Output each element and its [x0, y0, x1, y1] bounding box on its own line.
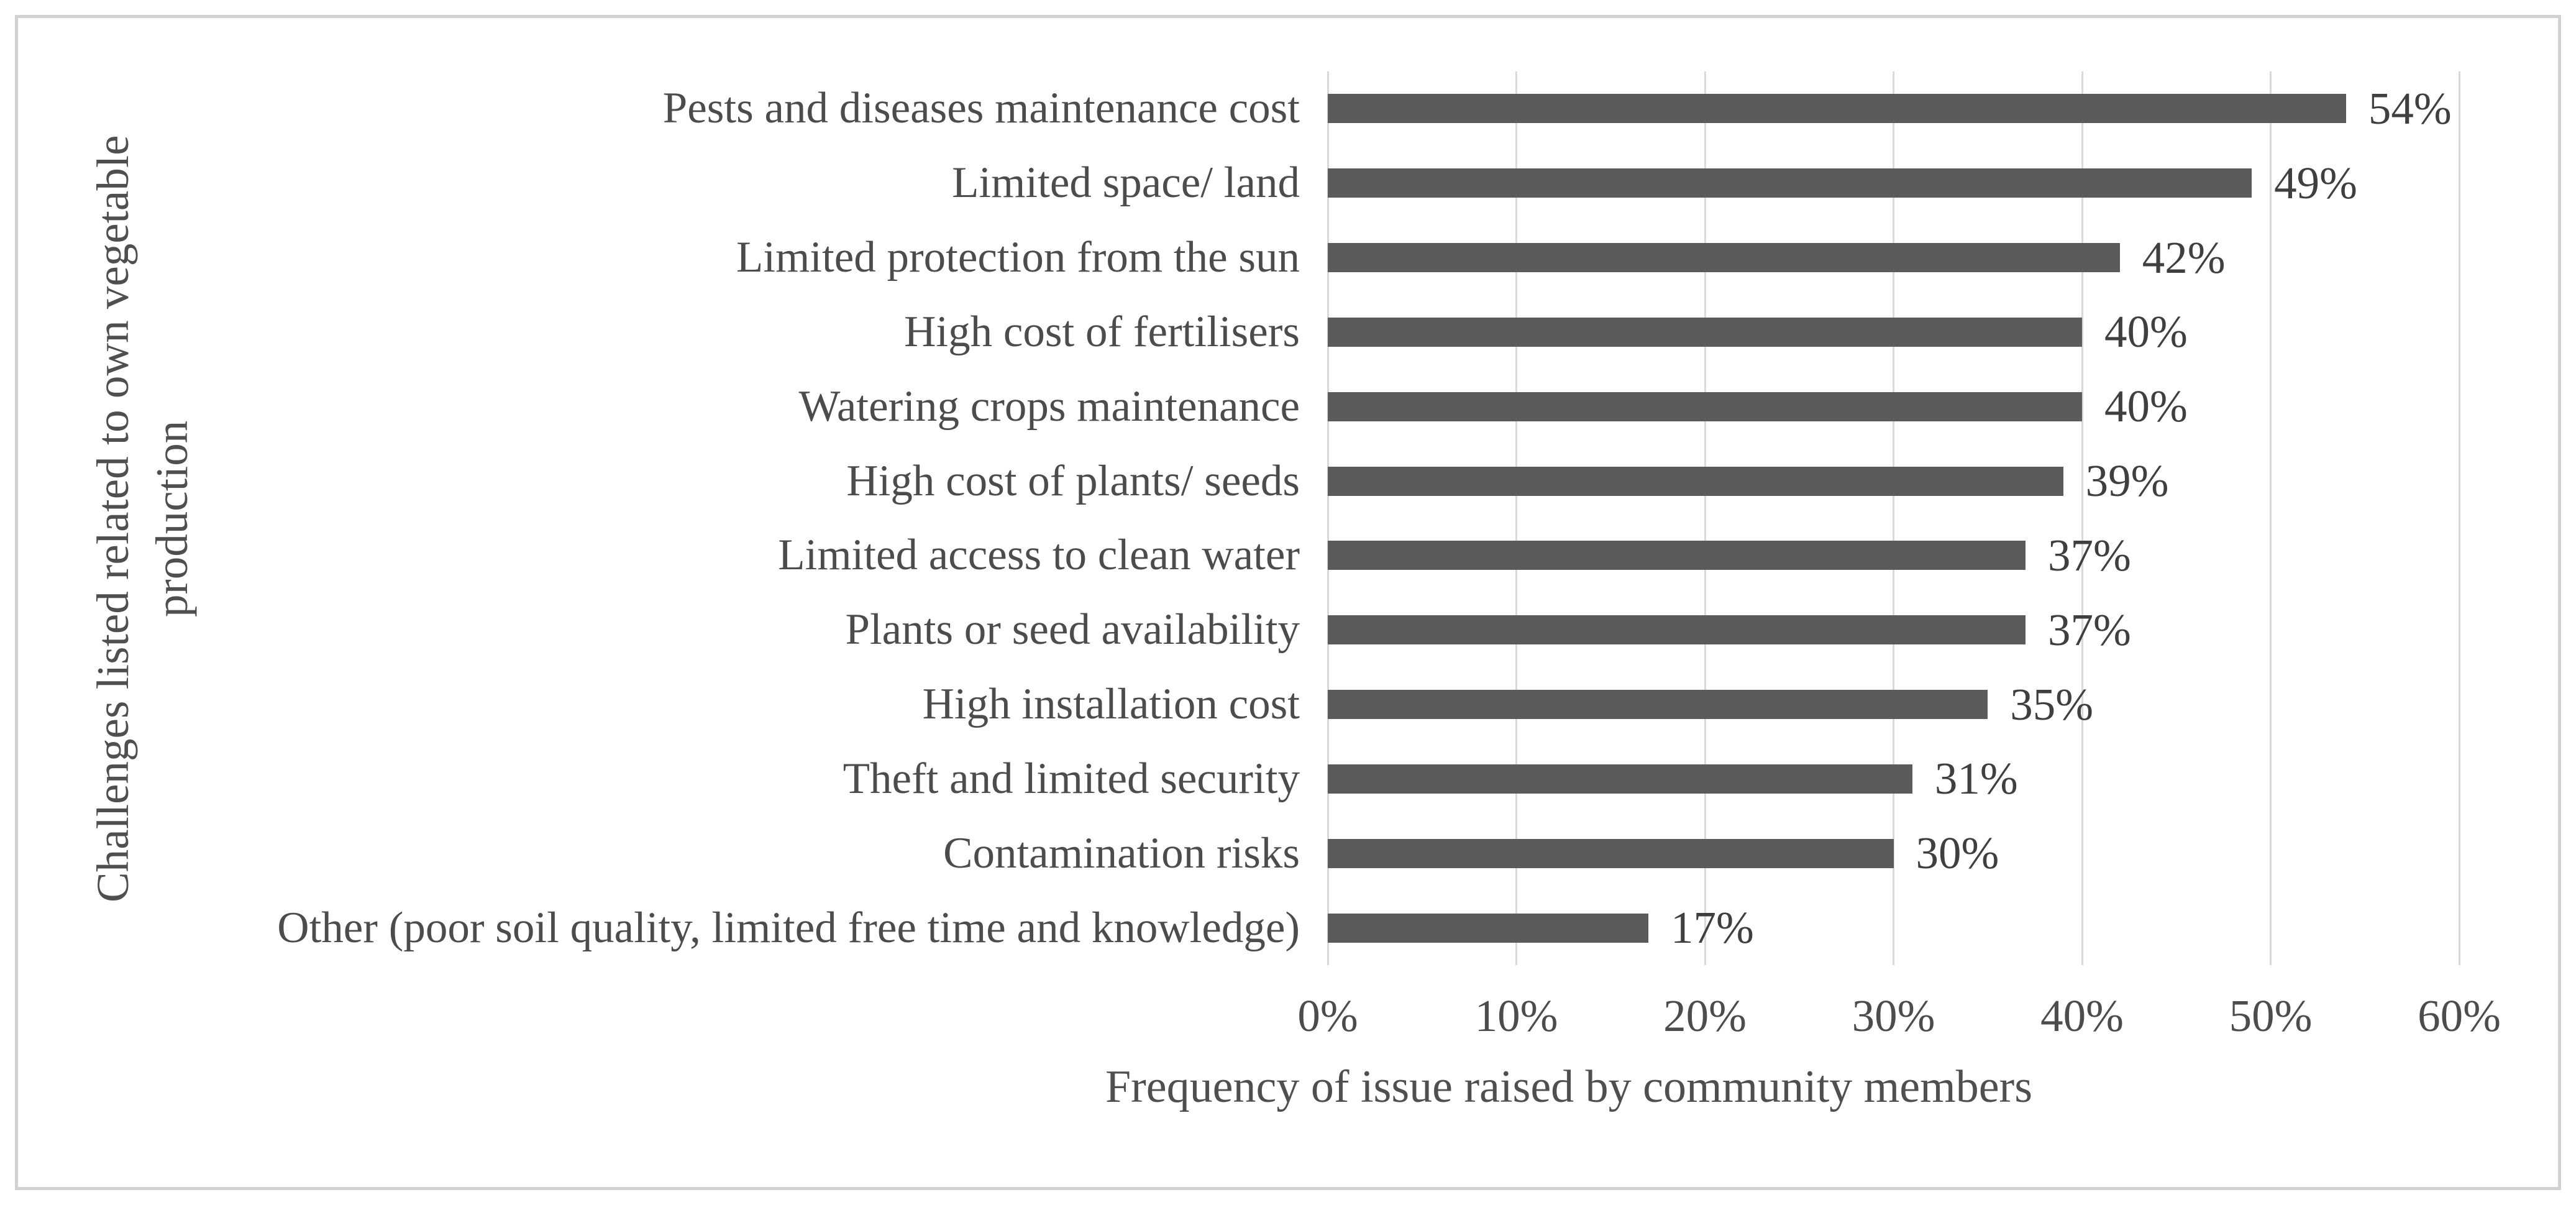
value-label: 37%: [2047, 529, 2131, 580]
value-label: 40%: [2104, 381, 2188, 432]
bar: [1328, 838, 1894, 868]
value-label: 49%: [2274, 157, 2357, 208]
category-label: Plants or seed availability: [845, 605, 1300, 654]
bar: [1328, 466, 2063, 496]
category-label: Limited protection from the sun: [736, 233, 1300, 282]
gridline: [2458, 71, 2460, 965]
category-label: High cost of plants/ seeds: [846, 456, 1300, 505]
value-label: 31%: [1934, 753, 2018, 804]
category-label: Theft and limited security: [843, 754, 1300, 803]
category-label: High installation cost: [922, 680, 1300, 729]
value-label: 37%: [2047, 604, 2131, 655]
category-label: Watering crops maintenance: [798, 382, 1300, 431]
value-label: 42%: [2142, 232, 2226, 283]
gridline: [2270, 71, 2272, 965]
x-tick-label: 0%: [1297, 991, 1358, 1041]
y-axis-title: Challenges listed related to own vegetab…: [84, 0, 202, 1038]
y-axis-title-line: Challenges listed related to own vegetab…: [88, 135, 138, 903]
y-axis-title-line: production: [146, 420, 197, 618]
category-label: High cost of fertilisers: [904, 307, 1300, 356]
bar: [1328, 94, 2346, 124]
gridline: [1327, 71, 1329, 965]
category-label: Limited space/ land: [952, 158, 1300, 208]
x-axis-title: Frequency of issue raised by community m…: [1105, 1061, 2032, 1112]
bar: [1328, 764, 1912, 794]
value-label: 35%: [2010, 679, 2094, 730]
value-label: 54%: [2368, 83, 2452, 134]
bar: [1328, 690, 1988, 720]
category-label: Limited access to clean water: [778, 531, 1300, 580]
bar: [1328, 392, 2082, 421]
x-tick-label: 40%: [2040, 991, 2124, 1041]
bar: [1328, 541, 2026, 570]
bar: [1328, 913, 1648, 943]
gridline: [1704, 71, 1706, 965]
value-label: 17%: [1670, 902, 1754, 953]
x-tick-label: 20%: [1663, 991, 1747, 1041]
gridline: [1515, 71, 1517, 965]
bar: [1328, 615, 2026, 645]
x-tick-label: 30%: [1852, 991, 1935, 1041]
value-label: 30%: [1916, 828, 1999, 879]
bar: [1328, 168, 2252, 198]
category-label: Other (poor soil quality, limited free t…: [277, 903, 1300, 952]
bar: [1328, 317, 2082, 347]
category-label: Pests and diseases maintenance cost: [662, 84, 1300, 133]
x-tick-label: 60%: [2418, 991, 2501, 1041]
category-label: Contamination risks: [943, 828, 1300, 877]
bar: [1328, 243, 2120, 273]
value-label: 40%: [2104, 306, 2188, 357]
gridline: [1893, 71, 1894, 965]
x-tick-label: 10%: [1474, 991, 1558, 1041]
gridline: [2081, 71, 2083, 965]
x-tick-label: 50%: [2229, 991, 2313, 1041]
value-label: 39%: [2085, 456, 2169, 506]
